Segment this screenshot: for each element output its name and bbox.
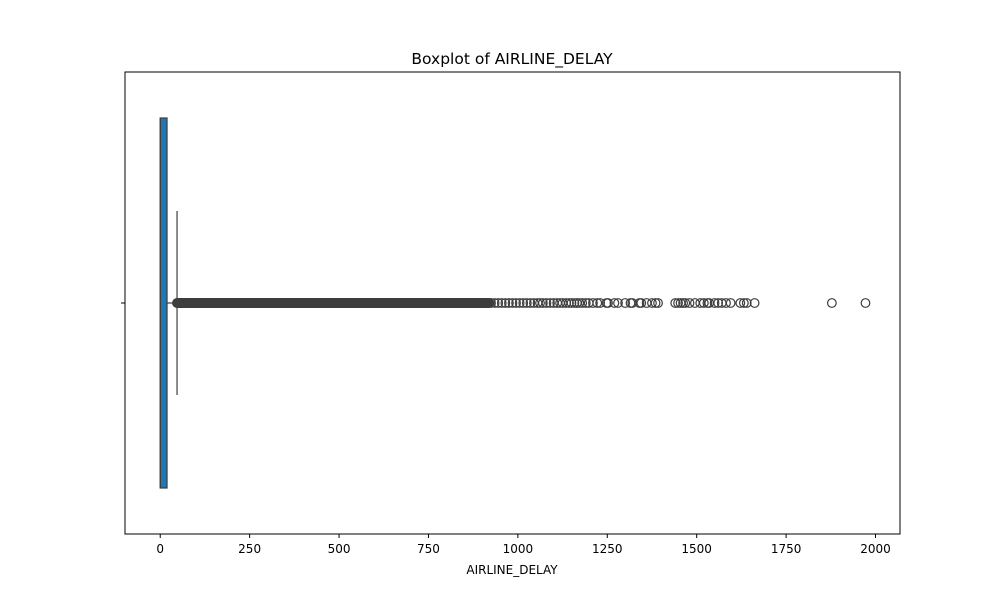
x-axis-title: AIRLINE_DELAY [466, 563, 558, 577]
outlier-point [680, 298, 691, 308]
x-tick-label: 1750 [771, 542, 802, 556]
x-tick-label: 0 [156, 542, 164, 556]
outlier-point [545, 298, 555, 308]
outlier-point [486, 298, 496, 308]
outlier-point [518, 298, 529, 308]
outlier-point [647, 298, 657, 308]
x-tick-label: 2000 [860, 542, 891, 556]
x-tick-label: 1250 [592, 542, 623, 556]
outlier-point [749, 298, 760, 308]
outlier-point [535, 298, 545, 308]
outlier-point [493, 298, 504, 308]
outlier-point [541, 298, 552, 308]
outlier-point [725, 298, 736, 308]
outlier-point [613, 298, 623, 308]
chart-title: Boxplot of AIRLINE_DELAY [411, 50, 613, 69]
outlier-point [504, 298, 514, 308]
outlier-point [574, 298, 585, 308]
outlier-point [650, 298, 661, 308]
box-iqr [159, 117, 168, 489]
outlier-point [588, 298, 598, 308]
outlier-point [511, 298, 521, 308]
x-tick-label: 250 [238, 542, 261, 556]
outlier-point [566, 298, 577, 308]
outlier-point [709, 298, 720, 308]
outlier-point [496, 298, 507, 308]
chart-marks [159, 117, 871, 489]
outlier-point [521, 298, 532, 308]
outlier-point [620, 298, 631, 308]
outlier-point [603, 298, 613, 308]
outlier-point [609, 298, 620, 308]
outlier-point [569, 298, 580, 308]
outlier-point [489, 298, 500, 308]
outlier-point [577, 298, 588, 308]
outlier-point [636, 298, 647, 308]
x-tick-label: 500 [328, 542, 351, 556]
outlier-point [735, 298, 746, 308]
outlier-point [670, 298, 681, 308]
outlier-point [525, 298, 536, 308]
outlier-point [860, 298, 871, 308]
outlier-point [684, 298, 695, 308]
outlier-point [673, 298, 683, 308]
x-axis: 0 250 500 750 1000 1250 1500 1750 2000 [121, 302, 891, 556]
outlier-point [592, 298, 603, 308]
outlier-point [564, 298, 574, 308]
outlier-point [713, 298, 724, 308]
outlier-point [698, 298, 709, 308]
outlier-point [507, 298, 518, 308]
outlier-point [721, 298, 731, 308]
x-tick-label: 750 [417, 542, 440, 556]
outlier-point [595, 298, 606, 308]
outlier-point [580, 298, 591, 308]
outlier-point [738, 298, 749, 308]
outlier-point [826, 298, 837, 308]
x-tick-label: 1500 [681, 542, 712, 556]
outlier-point [741, 298, 752, 308]
outlier-point [653, 298, 663, 308]
outlier-point [500, 298, 511, 308]
outlier-point [514, 298, 525, 308]
x-tick-label: 1000 [503, 542, 534, 556]
outlier-point [537, 298, 548, 308]
